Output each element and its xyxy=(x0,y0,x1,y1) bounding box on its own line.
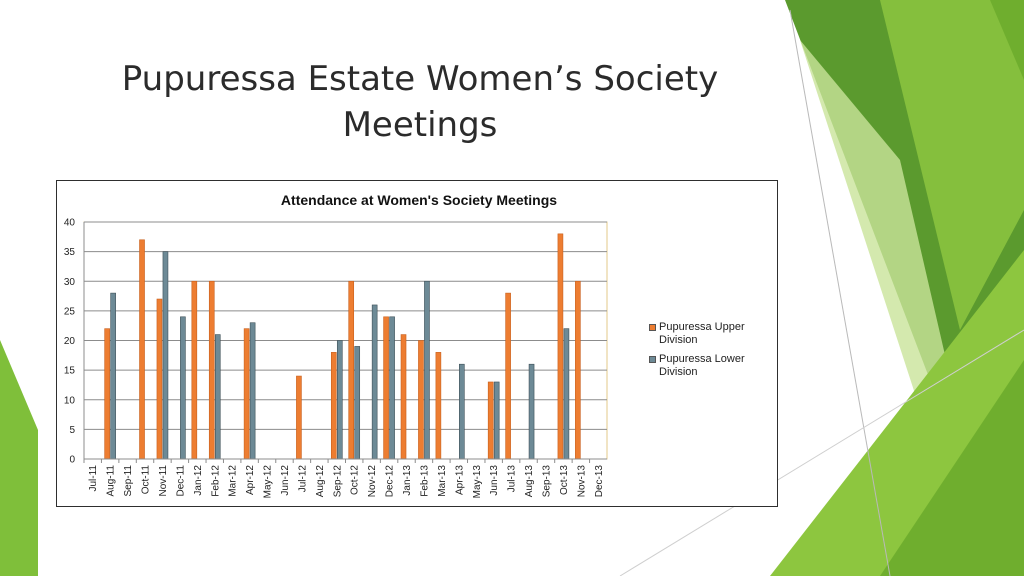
legend-label-upper: Pupuressa Upper Division xyxy=(659,321,745,346)
decor-green-left xyxy=(0,340,38,576)
y-tick-label: 10 xyxy=(64,395,76,406)
bar-upper-division xyxy=(243,328,250,460)
bar-lower-division xyxy=(336,340,343,460)
x-tick-label: Jul-13 xyxy=(507,465,518,493)
y-tick-label: 35 xyxy=(64,247,76,258)
slide-title-line-1: Pupuressa Estate Women’s Society xyxy=(121,59,719,99)
x-tick-label: Dec-12 xyxy=(385,465,396,498)
x-tick-label: Aug-12 xyxy=(315,465,326,498)
slide-title: Pupuressa Estate Women’s Society Meeting… xyxy=(100,56,740,148)
x-tick-label: Nov-13 xyxy=(576,465,587,498)
bar-upper-division xyxy=(575,280,581,460)
bar-lower-division xyxy=(214,334,221,460)
bar-lower-division xyxy=(249,322,256,460)
decor-green-triangle-bottom-dark xyxy=(880,360,1024,576)
x-tick-label: Oct-11 xyxy=(141,465,152,495)
x-tick-label: Sep-13 xyxy=(541,465,552,498)
bar-lower-division xyxy=(110,292,116,460)
x-tick-label: Nov-11 xyxy=(158,465,169,497)
y-tick-label: 20 xyxy=(64,336,76,347)
bar-lower-division xyxy=(493,381,500,460)
bar-upper-division xyxy=(487,381,494,460)
bar-upper-division xyxy=(208,280,215,460)
x-tick-label: Jul-12 xyxy=(297,465,308,493)
y-tick-label: 15 xyxy=(64,366,76,377)
bar-upper-division xyxy=(505,292,511,460)
decor-line xyxy=(619,329,1024,576)
decor-green-band-light xyxy=(800,40,960,440)
x-tick-label: Jun-13 xyxy=(489,465,500,496)
bar-upper-division xyxy=(139,239,145,460)
y-tick-label: 25 xyxy=(64,306,76,317)
x-tick-label: Feb-13 xyxy=(419,465,430,497)
bar-upper-division xyxy=(557,233,564,460)
y-tick-label: 40 xyxy=(64,218,76,229)
slide-title-line-2: Meetings xyxy=(342,105,498,145)
x-tick-label: Jan-13 xyxy=(402,465,413,496)
bar-upper-division xyxy=(156,298,163,460)
y-tick-label: 30 xyxy=(64,277,76,288)
bar-upper-division xyxy=(383,316,389,460)
legend-label-lower: Pupuressa Lower Division xyxy=(659,353,745,378)
bar-lower-division xyxy=(563,328,570,460)
x-tick-label: May-12 xyxy=(263,465,274,499)
bar-upper-division xyxy=(296,375,302,460)
bar-upper-division xyxy=(348,280,355,460)
x-tick-label: Oct-13 xyxy=(559,465,570,495)
bar-lower-division xyxy=(424,280,430,460)
x-tick-label: Mar-12 xyxy=(228,465,239,497)
x-tick-label: Feb-12 xyxy=(210,465,221,497)
legend-item-upper: Pupuressa Upper Division xyxy=(649,321,769,347)
x-tick-label: Apr-13 xyxy=(454,465,465,495)
bar-upper-division xyxy=(418,340,424,460)
x-tick-label: Aug-13 xyxy=(524,465,535,498)
bar-upper-division xyxy=(104,328,110,460)
x-tick-label: Dec-13 xyxy=(594,465,605,498)
x-tick-label: Sep-12 xyxy=(332,465,343,498)
bar-lower-division xyxy=(162,251,169,460)
y-tick-label: 0 xyxy=(69,455,75,466)
decor-line xyxy=(789,9,891,576)
bar-upper-division xyxy=(330,352,337,460)
chart-container: Attendance at Women's Society Meetings 0… xyxy=(56,180,778,507)
x-tick-label: Mar-13 xyxy=(437,465,448,497)
bar-lower-division xyxy=(180,316,186,460)
x-tick-label: Sep-11 xyxy=(123,465,134,497)
x-tick-label: Jun-12 xyxy=(280,465,291,496)
bar-lower-division xyxy=(389,316,395,460)
x-tick-label: Jan-12 xyxy=(193,465,204,496)
axes: 0 5 10 15 20 25 30 35 40 Jul-11 Aug-11 Sep-11 Oct-11… xyxy=(64,218,607,499)
decor-green-band xyxy=(880,0,1024,330)
y-tick-label: 5 xyxy=(69,425,75,436)
decor-green-corner-top xyxy=(990,0,1024,80)
legend-item-lower: Pupuressa Lower Division xyxy=(649,353,769,379)
x-tick-label: Dec-11 xyxy=(175,465,186,497)
x-tick-label: Nov-12 xyxy=(367,465,378,498)
gridlines xyxy=(83,221,608,460)
bars xyxy=(104,233,581,460)
x-tick-label: Jul-11 xyxy=(88,465,99,492)
legend-swatch-lower xyxy=(649,356,656,363)
bar-upper-division xyxy=(435,352,442,460)
x-tick-label: Apr-12 xyxy=(245,465,256,495)
bar-upper-division xyxy=(400,334,407,460)
legend-swatch-upper xyxy=(649,324,656,331)
x-tick-label: Oct-12 xyxy=(350,465,361,495)
x-tick-label: May-13 xyxy=(472,465,483,499)
bar-chart: Attendance at Women's Society Meetings 0… xyxy=(64,192,608,499)
legend: Pupuressa Upper Division Pupuressa Lower… xyxy=(649,321,769,385)
bar-upper-division xyxy=(191,280,198,460)
bar-lower-division xyxy=(354,346,361,460)
bar-lower-division xyxy=(371,304,378,460)
chart-title: Attendance at Women's Society Meetings xyxy=(281,192,557,208)
x-tick-label: Aug-11 xyxy=(106,465,117,497)
bar-lower-division xyxy=(459,363,465,460)
bar-lower-division xyxy=(528,363,535,460)
